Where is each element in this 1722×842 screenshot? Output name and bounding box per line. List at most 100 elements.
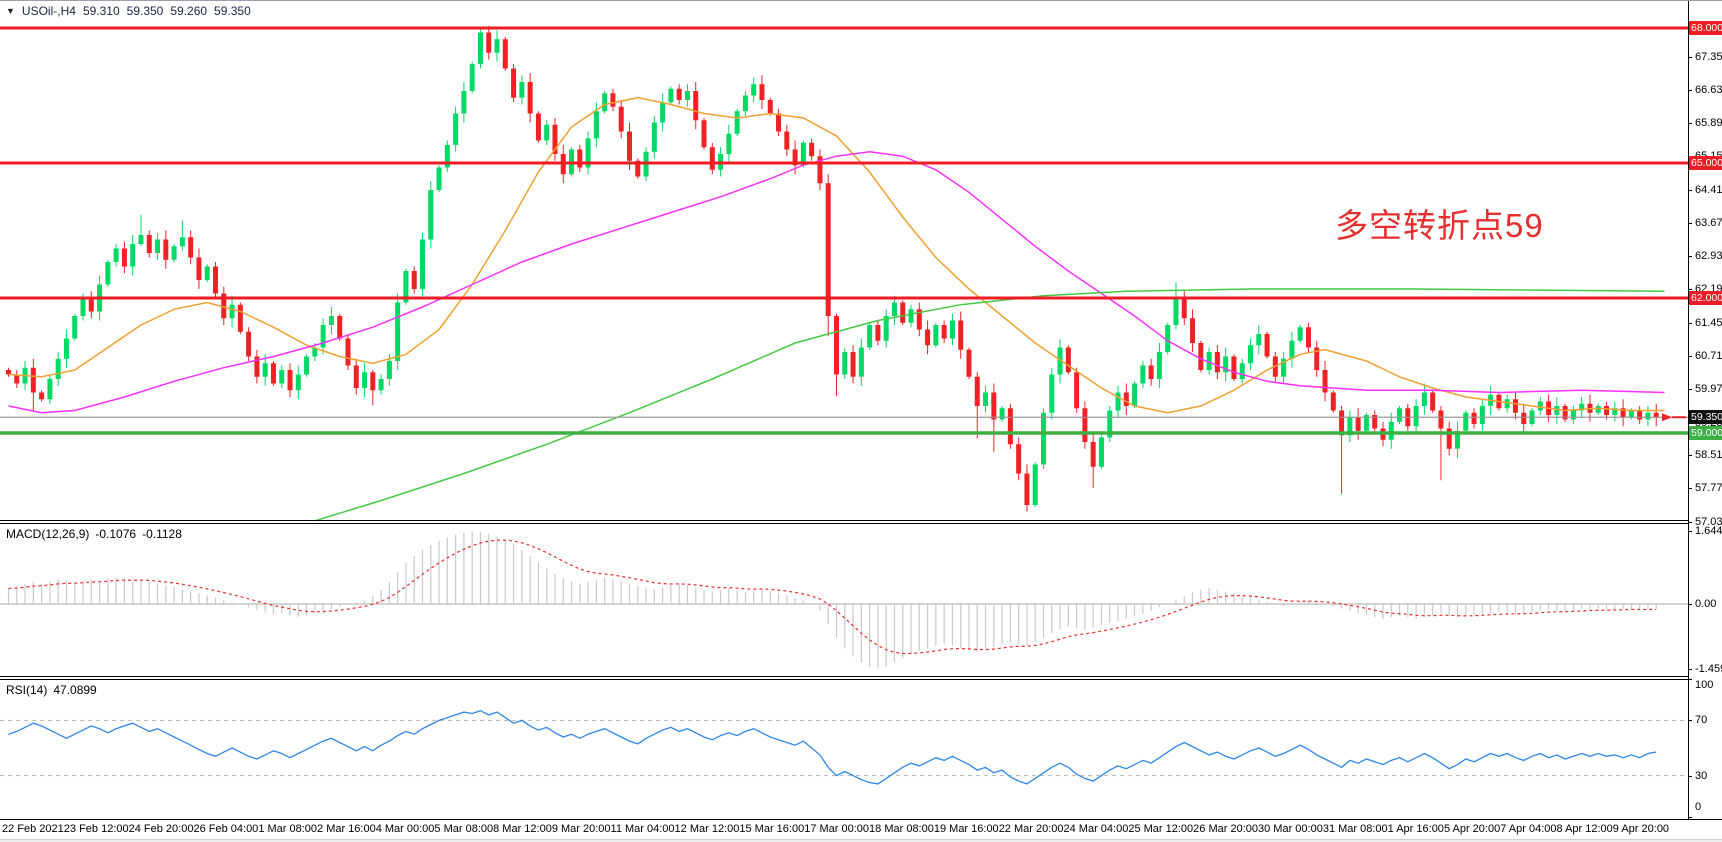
candle-down bbox=[991, 392, 997, 420]
candle-down bbox=[1314, 347, 1320, 370]
rsi-line bbox=[8, 709, 1657, 785]
candle-down bbox=[834, 316, 839, 375]
candle-down bbox=[1620, 408, 1626, 418]
candle-up bbox=[983, 392, 989, 406]
candle-up bbox=[1388, 421, 1394, 440]
candle-up bbox=[469, 64, 475, 91]
candle-up bbox=[362, 372, 368, 388]
rsi-name: RSI(14) bbox=[6, 683, 48, 697]
candle-down bbox=[925, 329, 931, 346]
rsi-tick-label: 0 bbox=[1695, 801, 1702, 813]
candle-up bbox=[55, 358, 61, 379]
candle-down bbox=[1090, 442, 1096, 467]
candle-down bbox=[1082, 408, 1088, 442]
candle-up bbox=[204, 266, 210, 280]
candle-up bbox=[1256, 334, 1262, 346]
time-label: 19 Mar 16:00 bbox=[933, 823, 999, 835]
candle-down bbox=[618, 106, 624, 132]
time-label: 24 Mar 04:00 bbox=[1063, 823, 1129, 835]
panel-separator[interactable] bbox=[0, 520, 1722, 521]
candle-up bbox=[1579, 403, 1585, 411]
candle-down bbox=[1372, 415, 1378, 429]
time-label: 5 Apr 20:00 bbox=[1443, 823, 1501, 835]
rsi-tick-mark bbox=[1688, 720, 1692, 721]
candle-down bbox=[1562, 406, 1568, 420]
candle-down bbox=[163, 239, 169, 260]
candle-down bbox=[817, 156, 823, 184]
macd-tick-mark bbox=[1688, 669, 1692, 670]
candle-down bbox=[337, 316, 343, 339]
time-label: 23 Feb 12:00 bbox=[63, 823, 129, 835]
time-label: 15 Mar 16:00 bbox=[739, 823, 805, 835]
close-value: 59.350 bbox=[214, 4, 251, 18]
price-tick-label: 57.770 bbox=[1695, 482, 1722, 494]
candle-up bbox=[328, 316, 334, 325]
chevron-down-icon[interactable]: ▼ bbox=[6, 6, 15, 16]
price-tick-mark bbox=[1688, 389, 1692, 390]
candle-up bbox=[312, 347, 318, 357]
rsi-tick-label: 100 bbox=[1695, 679, 1714, 691]
candle-down bbox=[196, 257, 202, 280]
macd-tick-mark bbox=[1688, 604, 1692, 605]
time-label: 2 Mar 16:00 bbox=[317, 823, 376, 835]
candle-down bbox=[237, 304, 243, 332]
candle-down bbox=[1430, 392, 1436, 411]
time-label: 26 Feb 04:00 bbox=[193, 823, 259, 835]
candle-up bbox=[1165, 325, 1171, 352]
time-label: 12 Mar 12:00 bbox=[674, 823, 740, 835]
macd-label: MACD(12,26,9) -0.1076 -0.1128 bbox=[6, 527, 182, 541]
time-label: 18 Mar 08:00 bbox=[869, 823, 934, 835]
price-tick-mark bbox=[1688, 522, 1692, 523]
candle-down bbox=[966, 349, 972, 377]
candle-down bbox=[875, 325, 881, 341]
candle-down bbox=[486, 32, 492, 53]
candle-up bbox=[1098, 437, 1104, 467]
candle-down bbox=[1214, 352, 1220, 373]
time-label: 1 Mar 08:00 bbox=[258, 823, 318, 835]
candle-down bbox=[693, 91, 699, 121]
candle-down bbox=[39, 392, 45, 400]
panel-separator[interactable] bbox=[0, 679, 1722, 680]
candle-up bbox=[1281, 358, 1287, 377]
candle-down bbox=[809, 142, 815, 157]
candle-up bbox=[842, 352, 848, 375]
candle-up bbox=[63, 338, 69, 359]
time-label: 31 Mar 08:00 bbox=[1322, 823, 1388, 835]
candle-down bbox=[1637, 410, 1643, 420]
candle-up bbox=[519, 82, 525, 98]
candle-down bbox=[535, 113, 541, 141]
candle-up bbox=[908, 309, 914, 323]
candle-down bbox=[353, 365, 359, 388]
candle-down bbox=[1123, 392, 1129, 406]
candle-up bbox=[858, 347, 864, 377]
candle-up bbox=[751, 84, 757, 96]
price-tick-mark bbox=[1688, 289, 1692, 290]
price-badge-68.000: 68.000 bbox=[1689, 21, 1722, 35]
candle-down bbox=[1024, 473, 1030, 505]
candle-up bbox=[742, 95, 748, 112]
candle-down bbox=[974, 376, 980, 406]
candle-up bbox=[1463, 412, 1469, 431]
candle-up bbox=[1115, 392, 1121, 411]
panel-separator[interactable] bbox=[0, 523, 1722, 524]
rsi-tick-mark bbox=[1688, 776, 1692, 777]
time-label: 30 Mar 00:00 bbox=[1258, 823, 1323, 835]
candle-up bbox=[1595, 406, 1601, 413]
panel-separator[interactable] bbox=[0, 676, 1722, 677]
candle-up bbox=[262, 363, 268, 377]
time-label: 22 Mar 20:00 bbox=[998, 823, 1064, 835]
candle-down bbox=[345, 338, 351, 366]
candle-down bbox=[287, 370, 293, 391]
price-badge-65.000: 65.000 bbox=[1689, 156, 1722, 170]
candle-up bbox=[949, 320, 955, 339]
candle-up bbox=[1455, 430, 1460, 449]
candle-up bbox=[726, 133, 732, 154]
time-label: 22 Feb 2021 bbox=[2, 823, 64, 835]
time-label: 25 Mar 12:00 bbox=[1128, 823, 1194, 835]
candle-up bbox=[1554, 406, 1560, 415]
candle-down bbox=[1190, 318, 1196, 343]
chart-graphics[interactable] bbox=[0, 1, 1688, 819]
candle-down bbox=[850, 352, 856, 377]
price-tick-label: 64.410 bbox=[1695, 184, 1722, 196]
candle-down bbox=[1653, 412, 1659, 418]
